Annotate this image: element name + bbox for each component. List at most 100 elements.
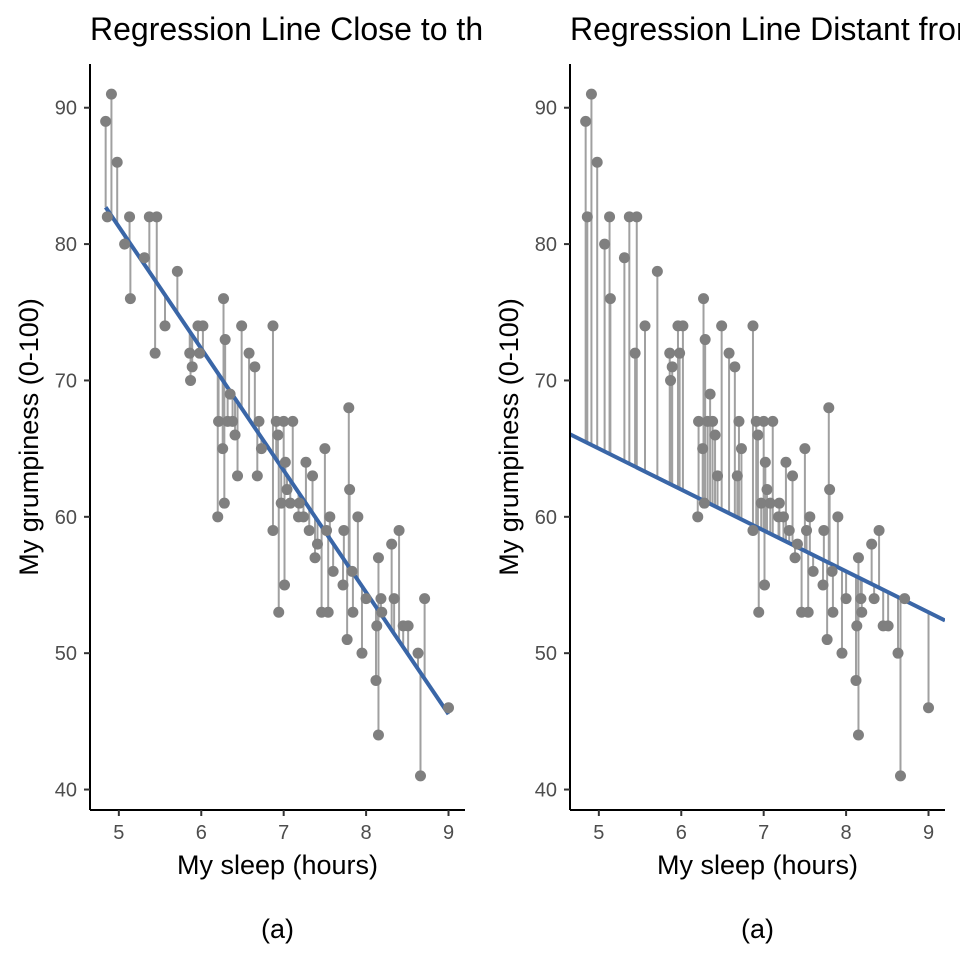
data-point: [716, 320, 728, 332]
data-point: [119, 238, 131, 250]
data-point: [823, 402, 835, 414]
y-tick-label: 60: [535, 507, 557, 529]
data-point: [151, 211, 163, 223]
data-point: [293, 497, 305, 509]
x-tick-label: 6: [196, 822, 207, 844]
data-point: [759, 579, 771, 591]
y-tick-label: 40: [535, 780, 557, 802]
data-point: [767, 415, 779, 427]
y-tick-label: 50: [55, 643, 77, 665]
data-point: [807, 565, 819, 577]
data-point: [360, 593, 372, 605]
data-point: [747, 524, 759, 536]
data-point: [873, 524, 885, 536]
data-point: [186, 361, 198, 373]
y-tick-label: 70: [535, 370, 557, 392]
data-point: [347, 606, 359, 618]
data-point: [184, 347, 196, 359]
x-axis-title: My sleep (hours): [177, 850, 378, 880]
x-tick-label: 7: [278, 822, 289, 844]
x-tick-label: 8: [361, 822, 372, 844]
data-point: [692, 511, 704, 523]
data-point: [229, 429, 241, 441]
data-point: [783, 524, 795, 536]
data-point: [227, 415, 239, 427]
data-point: [124, 293, 136, 305]
data-point: [243, 347, 255, 359]
data-point: [275, 497, 287, 509]
data-point: [836, 647, 848, 659]
data-point: [651, 265, 663, 277]
data-point: [279, 579, 291, 591]
data-point: [729, 361, 741, 373]
data-point: [866, 538, 878, 550]
data-point: [352, 511, 364, 523]
data-point: [780, 456, 792, 468]
data-point: [217, 443, 229, 455]
data-point: [787, 470, 799, 482]
data-point: [344, 484, 356, 496]
panel-caption: (a): [261, 914, 294, 944]
y-axis-title: My grumpiness (0-100): [494, 298, 524, 576]
y-tick-label: 90: [55, 98, 77, 120]
data-point: [631, 211, 643, 223]
data-point: [279, 456, 291, 468]
regression-line: [104, 206, 451, 716]
data-point: [337, 579, 349, 591]
data-point: [712, 470, 724, 482]
data-point: [319, 443, 331, 455]
data-point: [899, 593, 911, 605]
data-point: [629, 347, 641, 359]
data-point: [375, 593, 387, 605]
data-point: [581, 211, 593, 223]
data-point: [801, 524, 813, 536]
data-point: [346, 565, 358, 577]
data-point: [386, 538, 398, 550]
data-point: [370, 674, 382, 686]
x-tick-label: 9: [443, 822, 454, 844]
data-point: [251, 470, 263, 482]
data-point: [709, 429, 721, 441]
data-point: [832, 511, 844, 523]
data-point: [371, 620, 383, 632]
data-point: [284, 497, 296, 509]
data-point: [267, 320, 279, 332]
panel-title: Regression Line Distant from the Data: [570, 11, 960, 47]
data-point: [753, 606, 765, 618]
data-point: [818, 524, 830, 536]
data-point: [804, 511, 816, 523]
data-point: [218, 497, 230, 509]
data-point: [747, 320, 759, 332]
data-point: [604, 211, 616, 223]
data-point: [232, 470, 244, 482]
data-point: [697, 443, 709, 455]
data-point: [356, 647, 368, 659]
x-tick-label: 5: [113, 822, 124, 844]
data-point: [868, 593, 880, 605]
data-point: [322, 606, 334, 618]
data-point: [882, 620, 894, 632]
data-point: [100, 115, 112, 127]
data-point: [101, 211, 113, 223]
data-point: [777, 511, 789, 523]
data-point: [249, 361, 261, 373]
data-point: [343, 402, 355, 414]
data-point: [735, 443, 747, 455]
data-point: [171, 265, 183, 277]
data-point: [414, 770, 426, 782]
data-point: [372, 552, 384, 564]
data-point: [324, 511, 336, 523]
axes: 40 50 60 70 80 90 5 6 7 8 9: [55, 64, 465, 844]
data-point: [852, 552, 864, 564]
data-point: [855, 593, 867, 605]
panel-regression-close: Regression Line Close to the Data 40 50 60…: [14, 11, 482, 944]
data-point: [309, 552, 321, 564]
y-tick-label: 80: [55, 234, 77, 256]
data-point: [185, 374, 197, 386]
data-point: [393, 524, 405, 536]
data-point: [278, 415, 290, 427]
data-point: [674, 347, 686, 359]
data-point: [138, 252, 150, 264]
data-point: [580, 115, 592, 127]
